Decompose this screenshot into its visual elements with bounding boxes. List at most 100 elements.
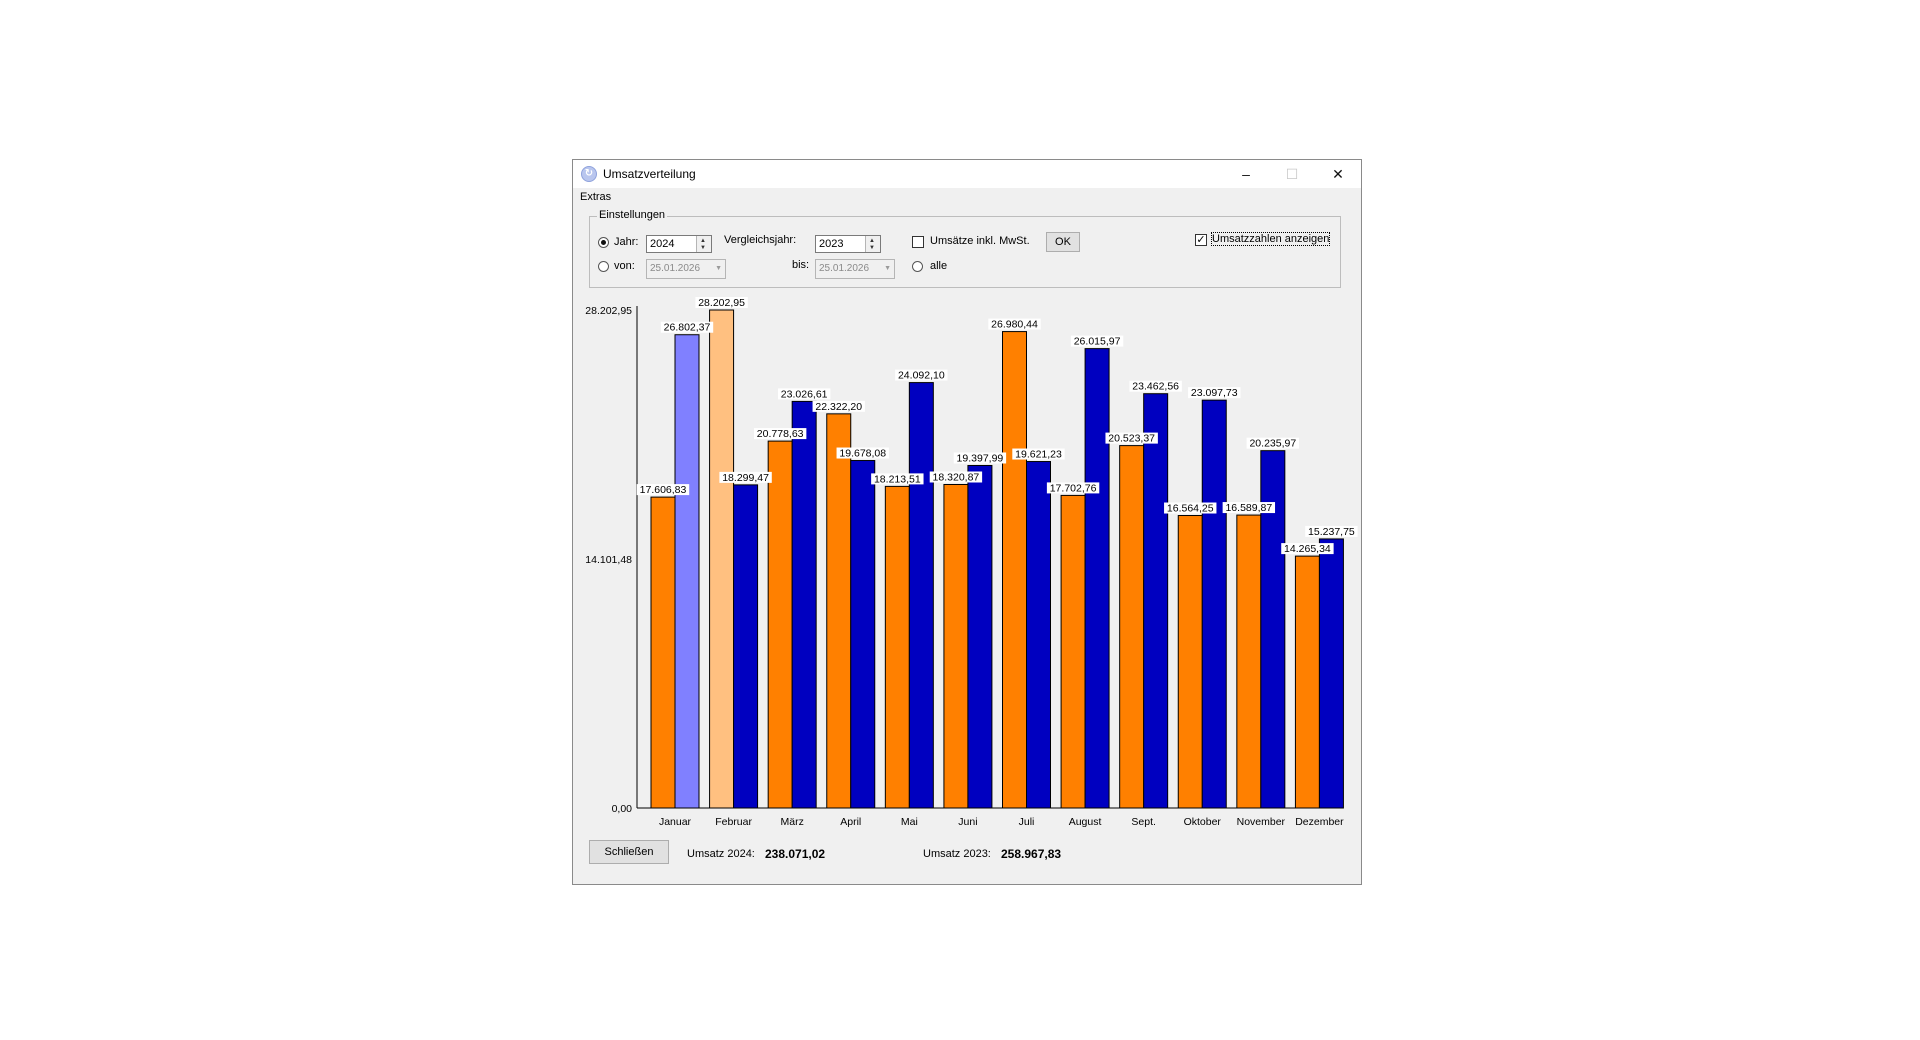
bar-2023-9	[1201, 399, 1227, 809]
data-label-2024: 14.265,34	[1284, 543, 1331, 555]
data-label-2024-bg	[695, 297, 748, 308]
umsatz-2024-label: Umsatz 2024:	[687, 848, 755, 860]
chevron-down-icon[interactable]: ▼	[715, 265, 722, 272]
x-tick-label: Sept.	[1131, 816, 1156, 828]
data-label-2024: 18.320,87	[933, 471, 980, 483]
bar-2023-5	[967, 464, 993, 809]
bar-2024-7	[1060, 494, 1086, 809]
maximize-button[interactable]: ☐	[1285, 166, 1299, 182]
ok-button[interactable]: OK	[1046, 232, 1080, 252]
bar-2024-10	[1236, 514, 1262, 809]
bar-2024-2	[767, 440, 793, 809]
bar-2024-11	[1294, 555, 1320, 809]
data-label-2023-bg	[1070, 335, 1124, 347]
data-label-2023: 20.235,97	[1249, 438, 1296, 450]
x-tick-label: August	[1069, 816, 1102, 828]
title-bar[interactable]: ↻ Umsatzverteilung – ☐ ✕	[573, 160, 1361, 188]
chevron-down-icon[interactable]: ▼	[884, 265, 891, 272]
window-title: Umsatzverteilung	[603, 167, 696, 181]
spin-up-icon[interactable]: ▲	[869, 238, 875, 244]
jahr-label: Jahr:	[614, 236, 639, 248]
y-tick-label: 14.101,48	[585, 554, 632, 566]
bar-2024-4	[884, 485, 910, 809]
data-label-2024: 22.322,20	[815, 401, 862, 413]
x-tick-label: November	[1237, 816, 1286, 828]
bar-2024-0	[650, 496, 676, 809]
x-tick-label: März	[780, 816, 803, 828]
data-label-2023-bg	[895, 369, 948, 381]
data-label-2023: 26.802,37	[664, 322, 711, 334]
menu-extras[interactable]: Extras	[580, 191, 612, 203]
x-tick-label: Juni	[958, 816, 977, 828]
data-label-2023: 19.397,99	[957, 452, 1004, 464]
jahr-spinner[interactable]: 2024 ▲ ▼	[646, 235, 712, 253]
mwst-checkbox[interactable]	[912, 236, 924, 248]
data-label-2023: 23.026,61	[781, 388, 828, 400]
data-label-2023-bg	[777, 388, 831, 400]
data-label-2023-bg	[953, 452, 1007, 464]
data-label-2024-bg	[812, 400, 865, 412]
x-tick-label: Dezember	[1295, 816, 1344, 828]
data-label-2024-bg	[929, 471, 983, 483]
minimize-button[interactable]: –	[1242, 166, 1250, 182]
bar-2024-1	[709, 309, 735, 809]
jahr-radio[interactable]	[598, 237, 609, 248]
data-label-2024: 28.202,95	[698, 297, 745, 309]
settings-groupbox: Einstellungen Jahr: 2024 ▲ ▼ Vergleichsja…	[589, 209, 1341, 288]
bar-2024-8	[1119, 445, 1145, 809]
data-label-2023-bg	[1129, 380, 1182, 392]
y-tick-label: 28.202,95	[585, 305, 632, 317]
data-label-2023: 24.092,10	[898, 370, 945, 382]
data-label-2023: 18.299,47	[722, 472, 769, 484]
menu-bar: Extras	[573, 188, 1361, 208]
data-label-2023-bg	[719, 471, 772, 483]
von-date-picker[interactable]: 25.01.2026 ▼	[646, 259, 726, 279]
bar-2023-4	[908, 382, 934, 809]
data-label-2023: 15.237,75	[1308, 526, 1355, 538]
alle-label: alle	[930, 260, 948, 272]
spin-down-icon[interactable]: ▼	[869, 245, 875, 251]
x-tick-label: Februar	[715, 816, 752, 828]
y-tick-label: 0,00	[612, 803, 633, 815]
x-tick-label: Mai	[901, 816, 918, 828]
data-label-2024: 20.523,37	[1108, 433, 1155, 445]
spin-down-icon[interactable]: ▼	[700, 245, 706, 251]
data-label-2024-bg	[988, 318, 1041, 330]
data-label-2024-bg	[1164, 502, 1217, 514]
data-label-2024-bg	[753, 428, 807, 440]
bar-2023-11	[1318, 538, 1344, 809]
vergleichsjahr-spin-buttons[interactable]: ▲ ▼	[865, 236, 880, 252]
vergleichsjahr-value: 2023	[819, 238, 844, 250]
umsatz-2024-value: 238.071,02	[765, 847, 826, 861]
bar-2023-7	[1084, 348, 1110, 809]
umsatz-2023-label: Umsatz 2023:	[923, 848, 991, 860]
jahr-value: 2024	[650, 238, 675, 250]
von-radio[interactable]	[598, 261, 609, 272]
data-label-2024-bg	[636, 484, 690, 496]
bar-2023-3	[850, 460, 876, 809]
spin-up-icon[interactable]: ▲	[700, 238, 706, 244]
bis-date-picker[interactable]: 25.01.2026 ▼	[815, 259, 895, 279]
bar-2024-9	[1177, 515, 1203, 809]
bar-2024-3	[826, 413, 852, 809]
umsatzzahlen-label[interactable]: Umsatzzahlen anzeigen	[1210, 232, 1331, 246]
von-label: von:	[614, 260, 635, 272]
umsatzzahlen-checkbox[interactable]: ✓	[1195, 234, 1207, 246]
close-window-button[interactable]: ✕	[1332, 166, 1344, 182]
data-label-2024: 17.606,83	[640, 484, 687, 496]
data-label-2024: 20.778,63	[757, 428, 804, 440]
bar-2023-0	[674, 334, 700, 809]
jahr-spin-buttons[interactable]: ▲ ▼	[696, 236, 711, 252]
data-label-2024-bg	[871, 473, 924, 485]
bar-2023-8	[1143, 393, 1169, 809]
umsatz-2023-value: 258.967,83	[1001, 847, 1062, 861]
schliessen-button[interactable]: Schließen	[589, 840, 669, 864]
x-tick-label: Januar	[659, 816, 692, 828]
alle-radio[interactable]	[912, 261, 923, 272]
data-label-2023: 19.678,08	[839, 448, 886, 460]
data-label-2023-bg	[836, 447, 889, 459]
bar-2023-1	[733, 484, 759, 809]
bis-label: bis:	[792, 259, 810, 271]
data-label-2024: 16.564,25	[1167, 503, 1214, 515]
vergleichsjahr-spinner[interactable]: 2023 ▲ ▼	[815, 235, 881, 253]
